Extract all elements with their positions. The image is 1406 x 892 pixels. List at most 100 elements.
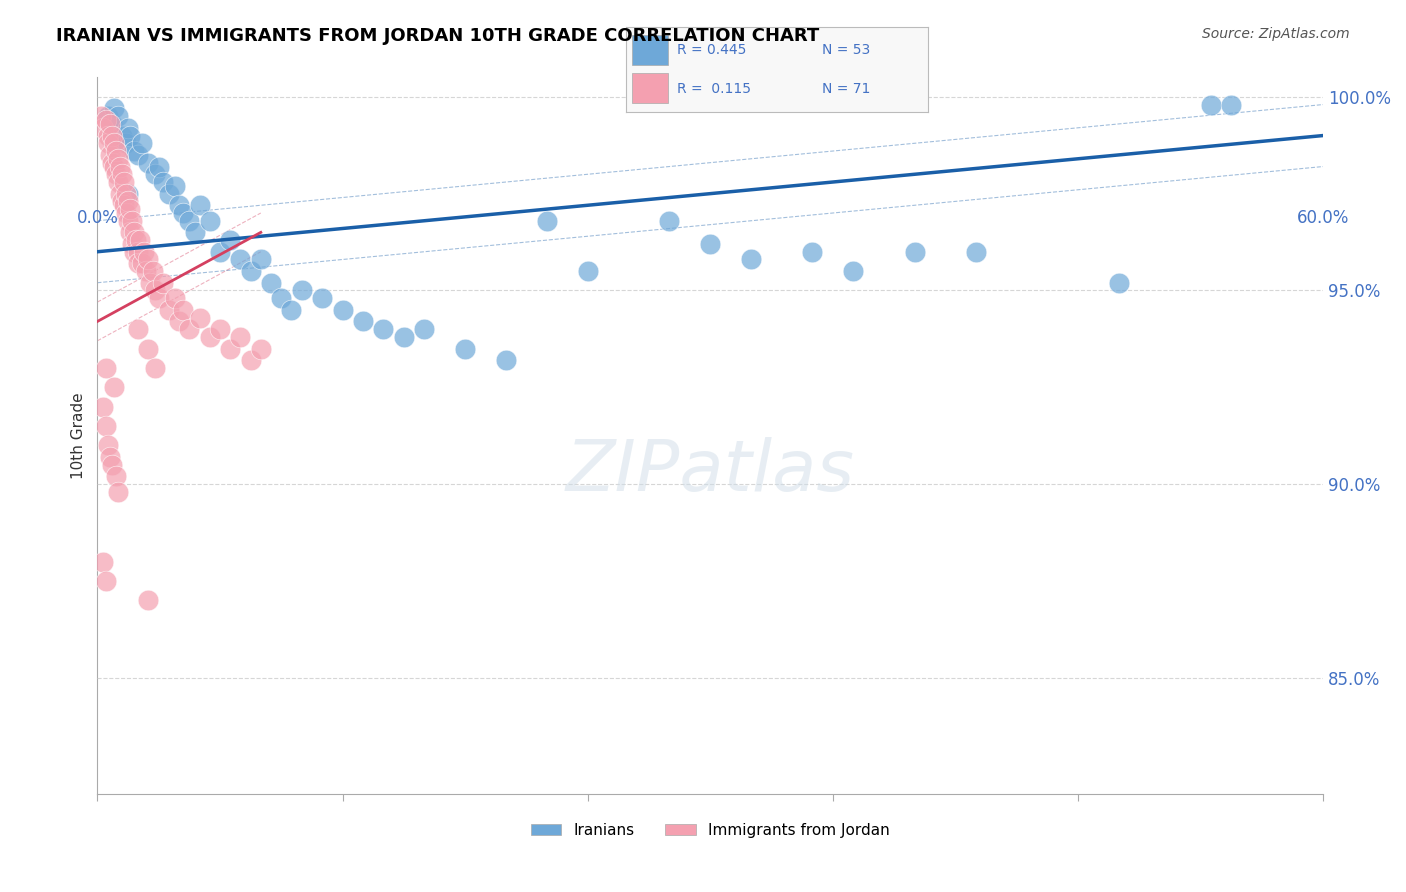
Point — [104, 469, 127, 483]
Point — [270, 291, 292, 305]
Point — [392, 330, 415, 344]
Point — [188, 198, 211, 212]
Point — [148, 160, 170, 174]
Point — [131, 136, 153, 151]
Point — [332, 302, 354, 317]
Point — [249, 342, 271, 356]
Point — [1199, 97, 1222, 112]
Point — [93, 555, 115, 569]
Point — [167, 314, 190, 328]
Point — [94, 113, 117, 128]
Point — [291, 284, 314, 298]
Point — [108, 160, 131, 174]
Point — [94, 419, 117, 434]
Point — [121, 237, 143, 252]
Point — [658, 213, 681, 227]
Point — [1108, 276, 1130, 290]
Point — [143, 167, 166, 181]
Point — [163, 178, 186, 193]
Point — [495, 353, 517, 368]
Point — [103, 102, 125, 116]
Point — [280, 302, 302, 317]
Point — [172, 302, 194, 317]
Point — [576, 264, 599, 278]
Point — [117, 120, 139, 135]
Point — [536, 213, 558, 227]
Point — [98, 148, 121, 162]
Point — [111, 167, 134, 181]
Point — [122, 144, 145, 158]
Point — [100, 128, 122, 143]
Point — [198, 213, 221, 227]
Y-axis label: 10th Grade: 10th Grade — [72, 392, 86, 479]
Point — [167, 198, 190, 212]
Point — [107, 175, 129, 189]
Point — [115, 186, 138, 201]
Text: N = 53: N = 53 — [823, 44, 870, 57]
Point — [219, 342, 242, 356]
FancyBboxPatch shape — [631, 36, 668, 65]
Point — [141, 264, 163, 278]
Point — [454, 342, 477, 356]
Point — [98, 117, 121, 131]
Text: R = 0.445: R = 0.445 — [678, 44, 747, 57]
Point — [198, 330, 221, 344]
Point — [100, 117, 122, 131]
Point — [104, 144, 127, 158]
Point — [134, 244, 156, 259]
Point — [179, 213, 201, 227]
Point — [163, 291, 186, 305]
Point — [208, 322, 231, 336]
Point — [903, 244, 925, 259]
Point — [127, 322, 149, 336]
Point — [112, 175, 135, 189]
Point — [965, 244, 987, 259]
Point — [138, 342, 160, 356]
Point — [111, 128, 134, 143]
Text: IRANIAN VS IMMIGRANTS FROM JORDAN 10TH GRADE CORRELATION CHART: IRANIAN VS IMMIGRANTS FROM JORDAN 10TH G… — [56, 27, 820, 45]
Point — [115, 206, 138, 220]
Point — [97, 109, 120, 123]
Text: R =  0.115: R = 0.115 — [678, 82, 751, 95]
Point — [260, 276, 283, 290]
Point — [100, 458, 122, 472]
Legend: Iranians, Immigrants from Jordan: Iranians, Immigrants from Jordan — [524, 816, 896, 844]
Point — [229, 330, 252, 344]
Point — [122, 244, 145, 259]
Point — [740, 252, 762, 267]
Point — [172, 206, 194, 220]
Point — [157, 302, 180, 317]
Point — [112, 198, 135, 212]
Point — [121, 213, 143, 227]
Point — [138, 593, 160, 607]
Point — [184, 226, 207, 240]
Point — [108, 186, 131, 201]
Point — [122, 226, 145, 240]
Point — [103, 136, 125, 151]
FancyBboxPatch shape — [631, 73, 668, 103]
Point — [188, 310, 211, 325]
Point — [131, 256, 153, 270]
Point — [117, 213, 139, 227]
Point — [127, 148, 149, 162]
Point — [229, 252, 252, 267]
Point — [127, 244, 149, 259]
Point — [239, 264, 262, 278]
Point — [100, 155, 122, 169]
Point — [107, 109, 129, 123]
Point — [143, 360, 166, 375]
Text: N = 71: N = 71 — [823, 82, 870, 95]
Point — [115, 136, 138, 151]
Point — [104, 167, 127, 181]
Point — [93, 400, 115, 414]
Point — [239, 353, 262, 368]
Point — [219, 233, 242, 247]
Point — [98, 450, 121, 464]
Point — [1220, 97, 1243, 112]
Point — [118, 128, 141, 143]
Point — [157, 186, 180, 201]
Point — [90, 109, 112, 123]
Point — [138, 252, 160, 267]
Point — [103, 380, 125, 394]
Point — [97, 438, 120, 452]
